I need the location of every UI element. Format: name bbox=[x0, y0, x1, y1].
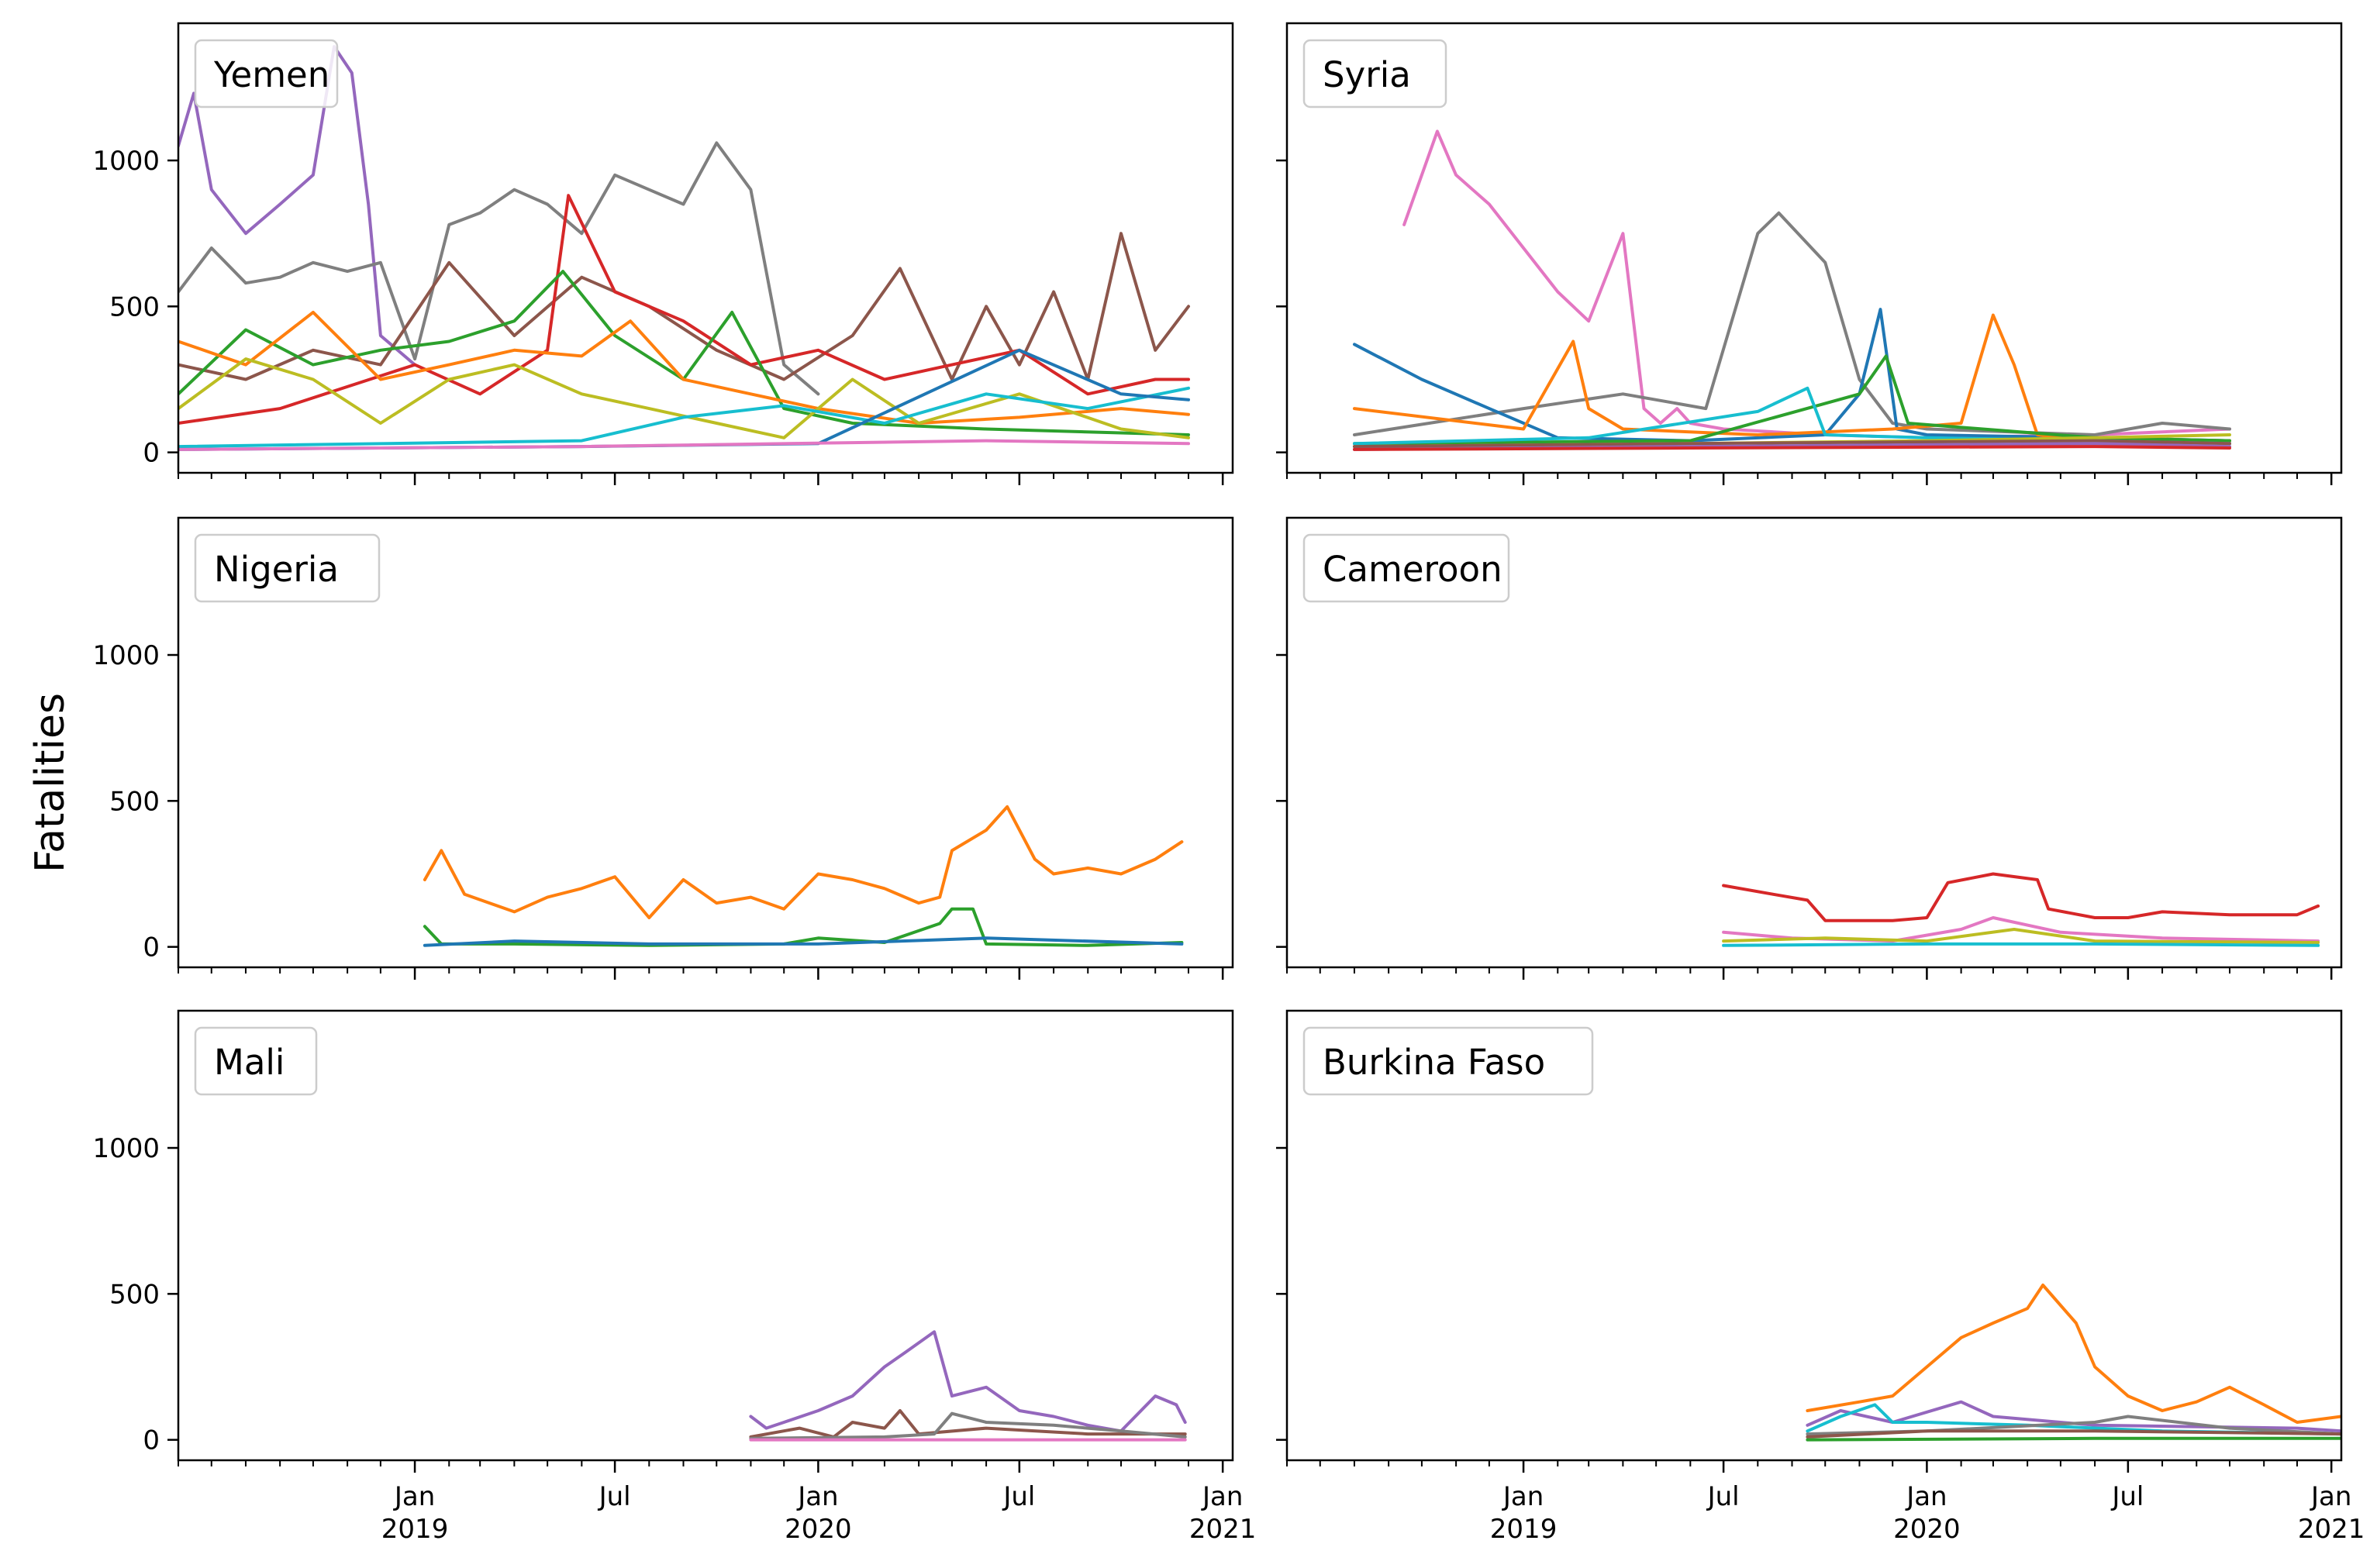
series-line-4 bbox=[1353, 354, 2231, 446]
panel-cameroon: Cameroon bbox=[1276, 516, 2343, 980]
y-tick-label: 1000 bbox=[92, 640, 160, 671]
x-tick-label: Jul bbox=[1706, 1481, 1740, 1512]
series-group bbox=[749, 1330, 1187, 1442]
x-tick-label: Jan bbox=[1201, 1481, 1243, 1512]
panel-title: Nigeria bbox=[214, 549, 339, 590]
series-group bbox=[1722, 872, 2320, 947]
y-tick-label: 500 bbox=[109, 786, 160, 817]
x-tick-label-year: 2019 bbox=[1490, 1514, 1558, 1545]
series-line-5 bbox=[1806, 1436, 2341, 1442]
legend-box bbox=[1302, 39, 1447, 109]
y-tick-label: 1000 bbox=[92, 146, 160, 177]
series-line-3 bbox=[1722, 942, 2320, 947]
series-line-1 bbox=[1353, 211, 2231, 436]
y-tick-label: 0 bbox=[143, 438, 160, 469]
panel-nigeria: 0 500 1000 Nigeria bbox=[92, 516, 1234, 980]
legend-box bbox=[1302, 533, 1510, 603]
legend-box bbox=[194, 39, 339, 109]
series-line-2 bbox=[749, 1411, 1187, 1440]
series-line-4 bbox=[1806, 1429, 2341, 1439]
series-line-7 bbox=[178, 386, 1190, 449]
x-tick-label-year: 2020 bbox=[785, 1514, 852, 1545]
series-line-0 bbox=[1722, 872, 2320, 922]
series-line-4 bbox=[178, 270, 1190, 436]
x-tick-label-year: 2019 bbox=[381, 1514, 449, 1545]
x-tick-label: Jan bbox=[796, 1481, 838, 1512]
panel-title: Syria bbox=[1323, 54, 1411, 95]
series-line-6 bbox=[178, 357, 1190, 439]
axes-frame bbox=[177, 22, 1234, 474]
series-line-0 bbox=[1806, 1284, 2341, 1424]
series-line-2 bbox=[423, 936, 1184, 947]
series-line-0 bbox=[1402, 129, 2231, 439]
y-tick-label: 0 bbox=[143, 932, 160, 963]
axes-frame bbox=[177, 516, 1234, 969]
series-line-0 bbox=[178, 45, 417, 367]
x-tick-label: Jul bbox=[1002, 1481, 1035, 1512]
panel-title: Burkina Faso bbox=[1323, 1042, 1545, 1083]
x-tick-label-year: 2020 bbox=[1893, 1514, 1961, 1545]
x-tick-label: Jul bbox=[2110, 1481, 2144, 1512]
panel-title: Yemen bbox=[213, 54, 329, 95]
axes-frame bbox=[1285, 22, 2343, 474]
panel-syria: Syria bbox=[1276, 22, 2343, 485]
series-line-7 bbox=[1353, 439, 2231, 449]
y-tick-label: 0 bbox=[143, 1425, 160, 1456]
series-line-2 bbox=[1353, 308, 2231, 443]
x-tick-label: Jan bbox=[2310, 1481, 2351, 1512]
panel-title: Cameroon bbox=[1323, 549, 1502, 590]
legend-box bbox=[194, 1026, 318, 1096]
series-group bbox=[178, 45, 1190, 451]
x-tick-label-year: 2021 bbox=[2298, 1514, 2365, 1545]
series-line-9 bbox=[1353, 445, 2231, 451]
x-tick-label: Jul bbox=[598, 1481, 631, 1512]
series-line-3 bbox=[1353, 313, 2231, 443]
series-line-0 bbox=[749, 1330, 1187, 1433]
y-tick-label: 500 bbox=[109, 291, 160, 322]
y-tick-label: 1000 bbox=[92, 1133, 160, 1164]
series-group bbox=[1806, 1284, 2341, 1442]
series-line-9 bbox=[178, 439, 1190, 451]
series-group bbox=[423, 805, 1184, 947]
axes-frame bbox=[1285, 516, 2343, 969]
series-group bbox=[1353, 129, 2231, 451]
series-line-5 bbox=[178, 310, 1190, 425]
x-tick-label: Jan bbox=[1905, 1481, 1947, 1512]
series-line-2 bbox=[1722, 928, 2320, 944]
legend-box bbox=[194, 533, 381, 603]
y-tick-label: 500 bbox=[109, 1279, 160, 1310]
axes-frame bbox=[177, 1009, 1234, 1462]
series-line-1 bbox=[749, 1409, 1187, 1439]
legend-box bbox=[1302, 1026, 1594, 1096]
y-axis-label: Fatalities bbox=[27, 693, 74, 873]
x-tick-label-year: 2021 bbox=[1189, 1514, 1257, 1545]
series-line-1 bbox=[178, 141, 820, 396]
x-tick-label: Jan bbox=[1502, 1481, 1544, 1512]
axes-frame bbox=[1285, 1009, 2343, 1462]
series-line-0 bbox=[423, 805, 1184, 919]
panel-yemen: 0 500 1000 Yemen bbox=[92, 22, 1234, 485]
panel-title: Mali bbox=[214, 1042, 285, 1083]
x-tick-label: Jan bbox=[393, 1481, 435, 1512]
